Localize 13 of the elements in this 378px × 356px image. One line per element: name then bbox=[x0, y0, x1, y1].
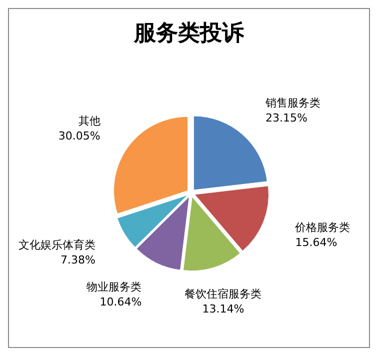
slice-label: 物业服务类 bbox=[86, 280, 142, 294]
data-label: 10.64% bbox=[100, 296, 142, 309]
slice-label: 餐饮住宿服务类 bbox=[184, 287, 262, 300]
slice-label: 文化娱乐体育类 bbox=[18, 238, 96, 252]
data-label: 13.14% bbox=[202, 302, 244, 316]
data-label: 23.15% bbox=[265, 111, 308, 124]
slice-label: 其他 bbox=[78, 114, 100, 128]
data-label: 7.38% bbox=[60, 253, 96, 266]
slice-label: 价格服务类 bbox=[294, 221, 350, 234]
slice-label: 销售服务类 bbox=[264, 96, 320, 110]
chart-title: 服务类投诉 bbox=[133, 20, 245, 46]
data-label: 30.05% bbox=[58, 129, 100, 142]
data-label: 15.64% bbox=[295, 236, 338, 250]
